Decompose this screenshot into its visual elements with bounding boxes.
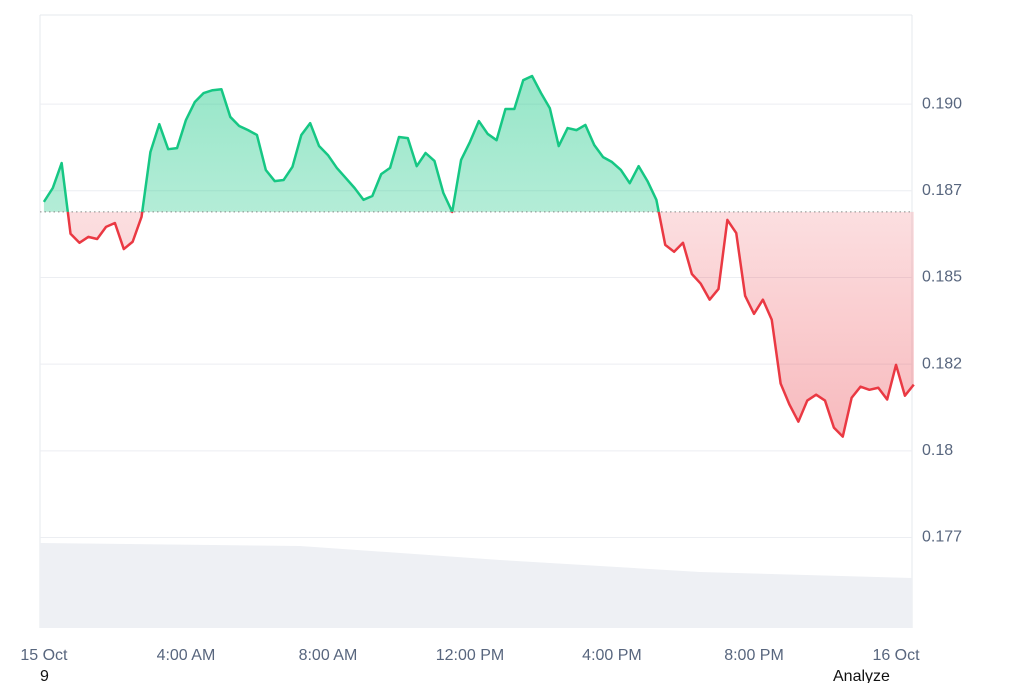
y-tick-label: 0.185 bbox=[922, 269, 962, 286]
footer-right[interactable]: Analyze bbox=[833, 668, 890, 683]
x-tick-label: 8:00 AM bbox=[299, 647, 358, 664]
area-down bbox=[43, 211, 914, 437]
price-line-down bbox=[66, 211, 915, 438]
y-tick-label: 0.182 bbox=[922, 355, 962, 372]
x-tick-label: 16 Oct bbox=[872, 647, 920, 664]
area-up bbox=[43, 76, 659, 212]
y-tick-label: 0.177 bbox=[922, 529, 962, 546]
x-tick-label: 4:00 PM bbox=[582, 647, 642, 664]
x-tick-label: 15 Oct bbox=[20, 647, 68, 664]
x-tick-label: 8:00 PM bbox=[724, 647, 784, 664]
y-tick-label: 0.187 bbox=[922, 182, 962, 199]
price-line-up bbox=[42, 74, 661, 212]
x-tick-label: 12:00 PM bbox=[436, 647, 504, 664]
volume-background bbox=[40, 543, 912, 628]
y-tick-label: 0.190 bbox=[922, 95, 962, 112]
x-tick-label: 4:00 AM bbox=[157, 647, 216, 664]
y-tick-label: 0.18 bbox=[922, 442, 953, 459]
footer-left: 9 bbox=[40, 668, 49, 683]
